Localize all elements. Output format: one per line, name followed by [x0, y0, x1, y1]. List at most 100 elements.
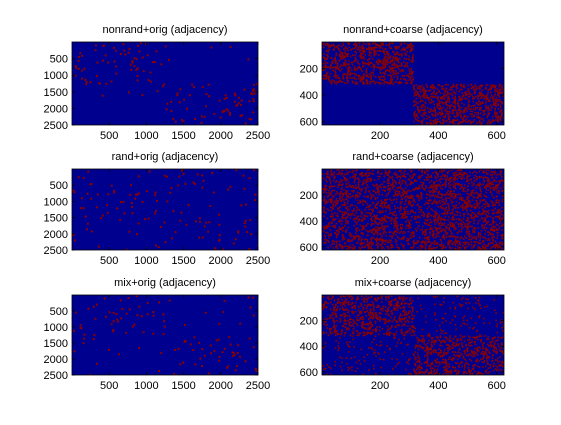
heatmap-cell [342, 214, 344, 216]
heatmap-cell [324, 190, 326, 192]
heatmap-cell [476, 191, 478, 193]
heatmap-cell [338, 232, 340, 234]
heatmap-cell [113, 190, 115, 192]
heatmap-cell [486, 217, 488, 219]
heatmap-cell [405, 299, 407, 301]
heatmap-cell [402, 224, 404, 226]
heatmap-cell [458, 174, 460, 176]
heatmap-cell [464, 223, 466, 225]
y-tick-label: 2500 [44, 120, 68, 132]
heatmap-cell [440, 239, 442, 241]
heatmap-cell [419, 208, 421, 210]
heatmap-cell [364, 58, 366, 60]
heatmap-cell [498, 180, 500, 182]
heatmap-cell [482, 183, 484, 185]
heatmap-cell [497, 210, 499, 212]
heatmap-cell [420, 95, 422, 97]
heatmap-cell [405, 201, 407, 203]
heatmap-cell [468, 183, 470, 185]
heatmap-cell [435, 119, 437, 121]
heatmap-cell [163, 320, 165, 322]
heatmap-cell [367, 175, 369, 177]
heatmap-cell [440, 101, 442, 103]
heatmap-cell [458, 123, 460, 125]
heatmap-cell [447, 242, 449, 244]
heatmap-cell [338, 184, 340, 186]
heatmap-cell [389, 212, 391, 214]
heatmap-cell [474, 89, 476, 91]
heatmap-cell [432, 101, 434, 103]
y-tick-label: 200 [300, 190, 318, 202]
heatmap-cell [373, 237, 375, 239]
heatmap-cell [355, 232, 357, 234]
heatmap-cell [477, 95, 479, 97]
heatmap-cell [408, 227, 410, 229]
heatmap-cell [483, 236, 485, 238]
heatmap-cell [198, 342, 200, 344]
heatmap-cell [334, 227, 336, 229]
heatmap-cell [484, 113, 486, 115]
heatmap-cell [449, 93, 451, 95]
heatmap-cell [350, 177, 352, 179]
heatmap-cell [429, 200, 431, 202]
heatmap-cell [497, 202, 499, 204]
heatmap-cell [413, 101, 415, 103]
heatmap-cell [492, 242, 494, 244]
heatmap-cell [342, 65, 344, 67]
heatmap-cell [322, 69, 324, 71]
heatmap-cell [501, 242, 503, 244]
heatmap-cell [249, 338, 251, 340]
heatmap-cell [210, 47, 212, 49]
heatmap-cell [497, 190, 499, 192]
heatmap-cell [357, 60, 359, 62]
heatmap-cell [436, 94, 438, 96]
heatmap-cell [466, 198, 468, 200]
heatmap-cell [391, 244, 393, 246]
heatmap-cell [381, 235, 383, 237]
y-tick-label: 500 [50, 306, 68, 318]
heatmap-cell [388, 53, 390, 55]
heatmap-cell [474, 119, 476, 121]
heatmap-cell [377, 245, 379, 247]
heatmap-cell [124, 54, 126, 56]
heatmap-cell [450, 213, 452, 215]
heatmap-cell [457, 119, 459, 121]
heatmap-cell [355, 228, 357, 230]
heatmap-cell [344, 177, 346, 179]
heatmap-cell [462, 93, 464, 95]
heatmap-cell [402, 215, 404, 217]
heatmap-cell [362, 233, 364, 235]
heatmap-cell [341, 69, 343, 71]
heatmap-cell [366, 68, 368, 70]
heatmap-cell [359, 63, 361, 65]
heatmap-cell [406, 240, 408, 242]
heatmap-cell [389, 176, 391, 178]
heatmap-cell [501, 214, 503, 216]
heatmap-cell [444, 117, 446, 119]
heatmap-cell [390, 240, 392, 242]
heatmap-cell [93, 338, 95, 340]
heatmap-cell [453, 121, 455, 123]
heatmap-cell [445, 110, 447, 112]
heatmap-cell [331, 195, 333, 197]
heatmap-cell [418, 110, 420, 112]
heatmap-cell [156, 50, 158, 52]
heatmap-cell [492, 202, 494, 204]
heatmap-cell [345, 191, 347, 193]
heatmap-cell [500, 120, 502, 122]
heatmap-cell [472, 212, 474, 214]
x-tick-label: 400 [429, 130, 447, 142]
heatmap-cell [451, 177, 453, 179]
heatmap-cell [84, 334, 86, 336]
heatmap-cell [385, 299, 387, 301]
heatmap-cell [498, 108, 500, 110]
heatmap-cell [477, 98, 479, 100]
heatmap-cell [327, 232, 329, 234]
heatmap-cell [392, 51, 394, 53]
heatmap-cell [376, 67, 378, 69]
heatmap-cell [395, 333, 397, 335]
heatmap-cell [360, 215, 362, 217]
heatmap-cell [474, 93, 476, 95]
heatmap-cell [327, 58, 329, 60]
heatmap-cell [436, 235, 438, 237]
